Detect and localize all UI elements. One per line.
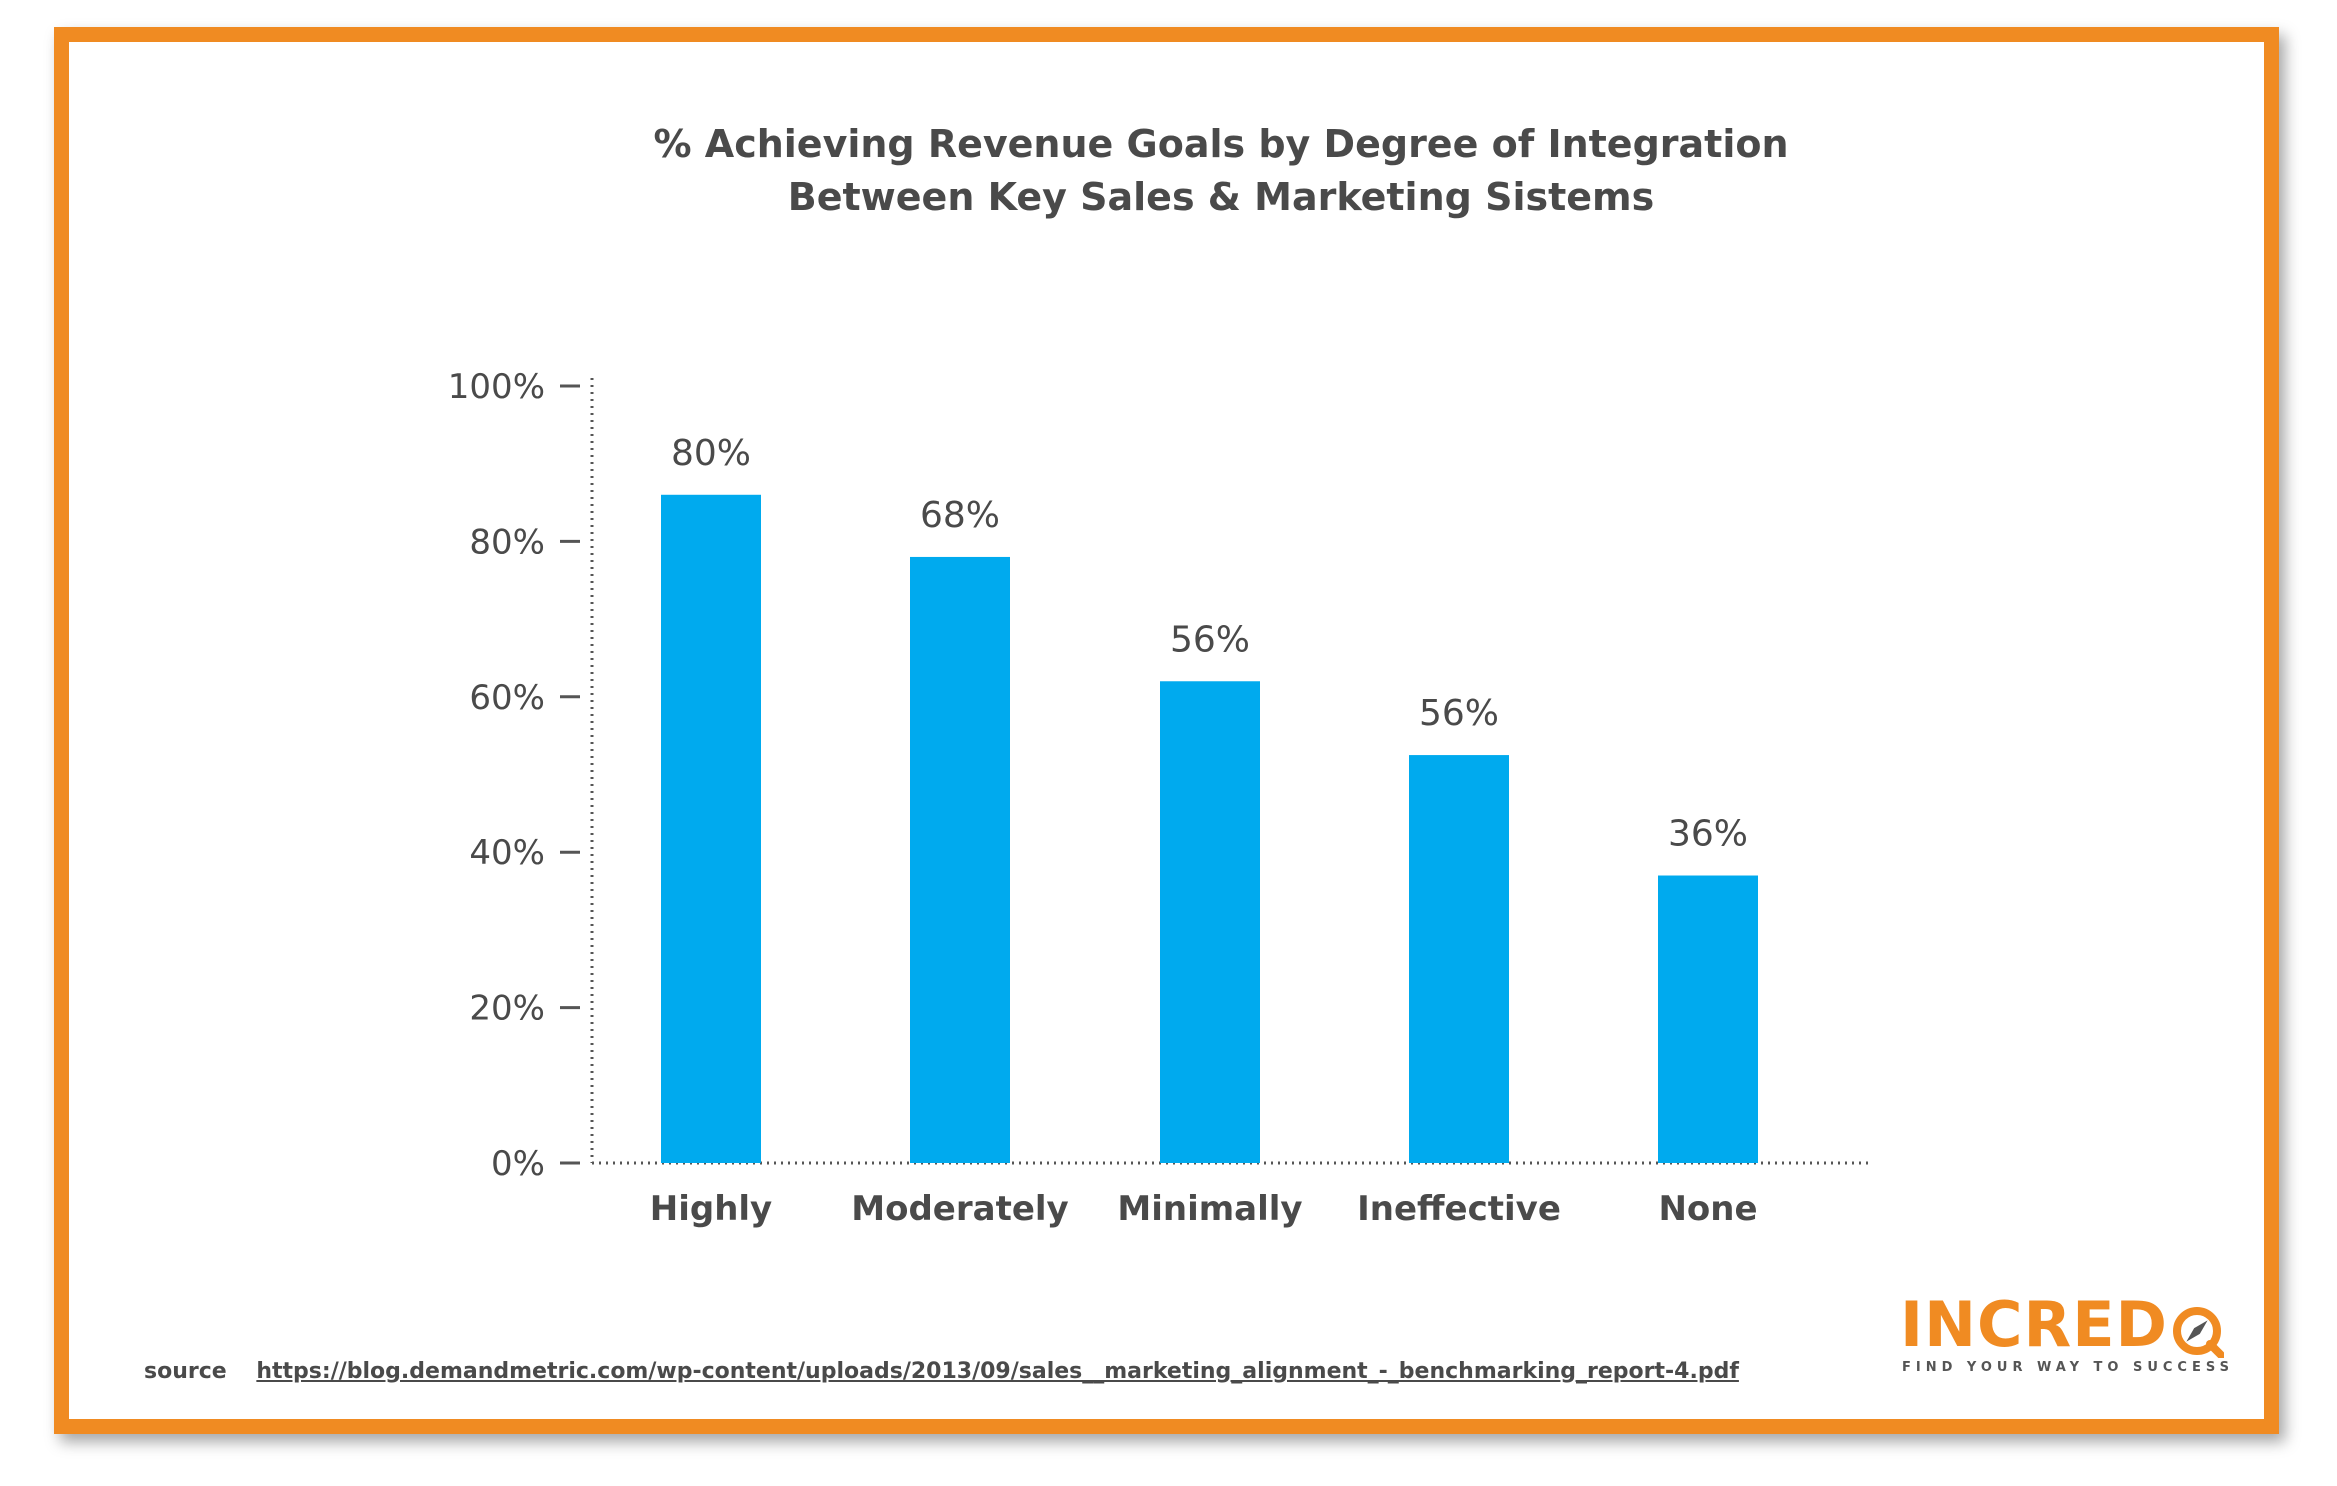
incredo-logo: INCRED FIND YOUR WAY TO SUCCESS xyxy=(1900,1294,2230,1384)
y-tick-label: 80% xyxy=(469,522,545,562)
y-tick-label: 40% xyxy=(469,833,545,873)
bars-layer: 80% Highly 68% Moderately 56% Minimally 56% Ine… xyxy=(650,433,1758,1229)
y-tick-label: 100% xyxy=(448,367,545,407)
category-label: Moderately xyxy=(851,1189,1068,1229)
category-label: Ineffective xyxy=(1357,1189,1561,1229)
source-footer: source https://blog.demandmetric.com/wp-… xyxy=(144,1359,1739,1384)
data-label: 56% xyxy=(1419,693,1499,734)
bar xyxy=(1409,755,1509,1163)
category-label: None xyxy=(1658,1189,1757,1229)
y-tick-label: 20% xyxy=(469,989,545,1029)
bar xyxy=(910,556,1010,1163)
bar xyxy=(1658,875,1758,1163)
axis-layer: 0% 20% 40% 60% 80% 100% xyxy=(448,367,1868,1184)
data-label: 68% xyxy=(920,495,1000,536)
y-tick-label: 60% xyxy=(469,678,545,718)
y-tick-label: 0% xyxy=(491,1144,545,1184)
compass-icon xyxy=(2173,1307,2224,1358)
chart-title-line-1: % Achieving Revenue Goals by Degree of I… xyxy=(653,122,1788,166)
data-label: 80% xyxy=(671,433,751,474)
data-label: 36% xyxy=(1668,814,1748,855)
source-label: source xyxy=(144,1359,227,1384)
bar xyxy=(661,494,761,1163)
chart-title-line-2: Between Key Sales & Marketing Sistems xyxy=(788,175,1654,219)
data-label: 56% xyxy=(1170,619,1250,660)
logo-tagline: FIND YOUR WAY TO SUCCESS xyxy=(1902,1360,2234,1375)
bar xyxy=(1160,681,1260,1163)
logo-wordmark: INCRED xyxy=(1900,1288,2169,1361)
source-link[interactable]: https://blog.demandmetric.com/wp-content… xyxy=(256,1359,1739,1384)
category-label: Highly xyxy=(650,1189,772,1229)
category-label: Minimally xyxy=(1117,1189,1302,1229)
